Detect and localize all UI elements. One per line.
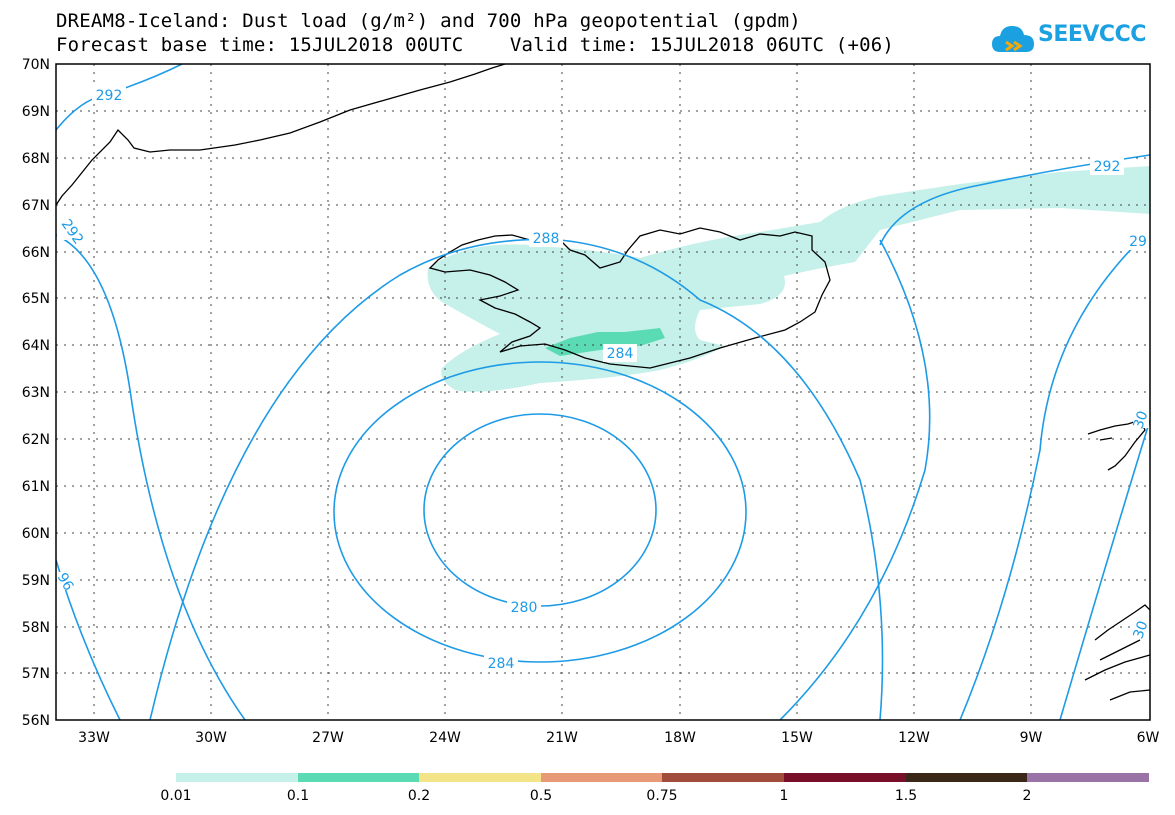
contour-label-292-nw: 292 [96,88,123,104]
coastlines [56,64,1150,701]
scotland-coast [1084,604,1150,701]
lat-label: 68N [22,151,50,167]
colorbar-label: 0.5 [530,788,552,804]
contour-296-east [959,239,1141,720]
contour-288 [149,238,884,720]
lon-label: 18W [664,730,696,746]
contour-label-30-scotland: 30 [1130,619,1151,641]
lat-label: 65N [22,291,50,307]
contour-label-284-n: 284 [607,346,634,362]
colorbar-segment [1027,773,1149,782]
lon-label: 9W [1020,730,1043,746]
lon-label: 24W [429,730,461,746]
lat-label: 57N [22,666,50,682]
lat-label: 59N [22,573,50,589]
lat-label: 66N [22,245,50,261]
colorbar-label: 1 [780,788,789,804]
contour-label-96-w: 96 [54,570,77,594]
contour-label-288: 288 [533,231,560,247]
colorbar-segment [298,773,419,782]
logo-text: SEEVCCC [1038,22,1146,47]
colorbar-segment [784,773,906,782]
lat-label: 69N [22,104,50,120]
contour-labels: 292 292 292 288 284 280 284 29 96 30 30 [54,86,1152,672]
lat-label: 61N [22,479,50,495]
greenland-coast [56,64,506,206]
plot-frame [55,63,1151,721]
lat-label: 58N [22,620,50,636]
colorbar-label: 0.1 [287,788,309,804]
colorbar-segment [176,773,298,782]
colorbar-label: 0.75 [646,788,677,804]
lon-label: 21W [546,730,578,746]
contour-280 [423,413,657,607]
lon-label: 15W [781,730,813,746]
colorbar-label: 2 [1023,788,1032,804]
longitude-labels: 33W 30W 27W 24W 21W 18W 15W 12W 9W 6W [78,730,1159,746]
lon-label: 6W [1137,730,1160,746]
contour-label-29-e: 29 [1129,234,1147,250]
contour-300-east [1059,419,1150,720]
cloud-logo-icon [992,26,1034,52]
plot-area [56,64,1150,720]
lon-label: 33W [78,730,110,746]
contour-label-280: 280 [511,600,538,616]
map-subtitle: Forecast base time: 15JUL2018 00UTC Vali… [56,34,895,56]
contour-292-south [56,234,246,720]
contour-label-284-s: 284 [488,656,515,672]
colorbar-segment [419,773,541,782]
colorbar-label: 1.5 [895,788,917,804]
contour-label-30-faroe: 30 [1130,409,1151,431]
colorbar-segment [541,773,662,782]
dust-plume-light [427,166,1150,392]
lon-label: 30W [195,730,227,746]
dust-patch-mid [545,328,665,356]
lat-label: 56N [22,713,50,729]
map-title: DREAM8-Iceland: Dust load (g/m²) and 700… [56,10,801,32]
lon-label: 27W [312,730,344,746]
lat-label: 70N [22,57,50,73]
colorbar-label: 0.2 [408,788,430,804]
colorbar-segment [906,773,1027,782]
lon-label: 12W [898,730,930,746]
lat-label: 60N [22,526,50,542]
colorbar-label: 0.01 [160,788,191,804]
lat-label: 64N [22,338,50,354]
contour-label-292-ne: 292 [1094,159,1121,175]
graticule [56,64,1150,720]
lat-label: 62N [22,432,50,448]
lat-label: 67N [22,198,50,214]
colorbar: 0.01 0.1 0.2 0.5 0.75 1 1.5 2 [160,773,1149,804]
contour-292-east [779,239,931,720]
lat-label: 63N [22,385,50,401]
seevccc-logo: SEEVCCC [990,20,1146,60]
colorbar-segment [662,773,784,782]
latitude-labels: 70N 69N 68N 67N 66N 65N 64N 63N 62N 61N … [22,57,50,729]
contour-284 [333,361,747,663]
